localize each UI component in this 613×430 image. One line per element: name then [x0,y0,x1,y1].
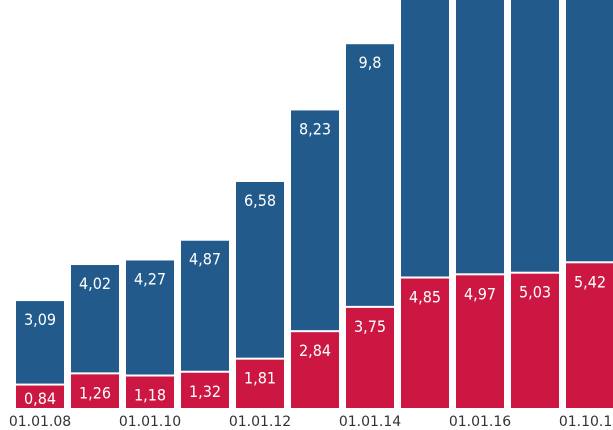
bar-lower-4 [181,372,229,408]
bar-upper-3 [126,260,174,375]
label-lower-9: 4,97 [464,284,496,303]
bar-upper-10 [511,0,559,272]
bar-upper-2 [71,265,119,373]
bar-upper-9 [456,0,504,274]
bar-upper-7 [346,44,394,306]
bar-lower-11 [566,263,613,408]
x-tick-label-9: 01.01.16 [449,414,511,430]
x-tick-labels-group: 01.01.08 01.01.10 01.01.12 01.01.14 01.01.16… [9,414,613,430]
bar-upper-6 [291,110,339,331]
x-tick-label-1: 01.01.08 [9,414,71,430]
label-lower-3: 1,18 [134,385,166,404]
bar-lower-2 [71,374,119,408]
x-tick-label-5: 01.01.12 [229,414,291,430]
label-lower-6: 2,84 [299,341,331,360]
x-tick-label-7: 01.01.14 [339,414,401,430]
bar-upper-11 [566,0,613,262]
bar-upper-8 [401,0,449,277]
label-upper-2: 4,02 [79,274,111,293]
bar-lower-5 [236,359,284,408]
bar-lower-3 [126,376,174,408]
label-upper-1: 3,09 [24,310,56,329]
bar-lower-10 [511,273,559,408]
label-lower-10: 5,03 [519,283,551,302]
value-labels-group: 0,84 3,09 1,26 4,02 1,18 4,27 1,32 4,87 1,81 6,58… [24,53,606,408]
bar-lower-8 [401,278,449,408]
bar-lower-9 [456,275,504,408]
label-upper-5: 6,58 [244,191,276,210]
label-upper-4: 4,87 [189,250,221,269]
label-lower-2: 1,26 [79,383,111,402]
bar-upper-1 [16,301,64,384]
bar-upper-5 [236,181,284,358]
x-tick-label-11: 01.10.17 [559,414,613,430]
bar-lower-7 [346,307,394,408]
label-upper-3: 4,27 [134,269,166,288]
label-lower-7: 3,75 [354,317,386,336]
label-lower-5: 1,81 [244,369,276,388]
bar-lower-6 [291,332,339,408]
x-tick-label-3: 01.01.10 [119,414,181,430]
label-lower-4: 1,32 [189,382,221,401]
label-lower-8: 4,85 [409,288,441,307]
label-upper-6: 8,23 [299,119,331,138]
bars-group [16,0,613,408]
label-lower-1: 0,84 [24,389,56,408]
bar-lower-1 [16,385,64,408]
bar-upper-4 [181,240,229,371]
label-lower-11: 5,42 [574,272,606,291]
label-upper-7: 9,8 [359,53,382,72]
